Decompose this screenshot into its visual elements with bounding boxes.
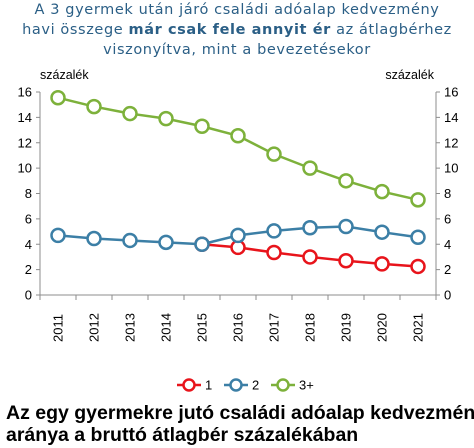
header-line-2: havi összege már csak fele annyit ér az … <box>0 20 474 40</box>
data-point <box>410 229 426 246</box>
x-tick-label: 2021 <box>411 313 426 342</box>
data-point <box>50 227 66 244</box>
data-point <box>410 258 426 275</box>
legend-marker-2 <box>229 378 243 392</box>
data-point <box>338 252 354 269</box>
caption-line-2: aránya a bruttó átlagbér százalékában <box>6 424 359 446</box>
data-point <box>374 183 390 200</box>
legend-label-1: 1 <box>205 378 212 393</box>
series-2 <box>50 218 426 252</box>
y-tick-label-left: 10 <box>18 161 32 176</box>
header-line-2-bold: már csak fele annyit ér <box>128 22 331 38</box>
y-tick-label-right: 0 <box>444 288 451 303</box>
header-line-2-pre: havi összege <box>22 22 129 38</box>
header-line-2-post: az átlagbérhez <box>330 22 452 38</box>
y-tick-label-left: 0 <box>25 288 32 303</box>
y-tick-label-right: 16 <box>444 85 458 100</box>
header-line-1: A 3 gyermek után járó családi adóalap ke… <box>34 2 440 18</box>
y-tick-label-right: 12 <box>444 135 458 150</box>
data-point <box>374 224 390 240</box>
data-point <box>122 232 138 249</box>
x-tick-label: 2015 <box>195 313 210 342</box>
y-tick-label-left: 16 <box>18 85 32 100</box>
y-tick-label-right: 8 <box>444 186 451 201</box>
y-axis-label-right: százalék <box>385 68 434 82</box>
x-tick-label: 2018 <box>303 313 318 342</box>
data-point <box>374 256 390 272</box>
header-line-3: viszonyítva, mint a bevezetésekor <box>103 42 371 58</box>
x-tick-label: 2013 <box>123 313 138 342</box>
y-tick-label-left: 8 <box>25 186 32 201</box>
y-tick-label-right: 2 <box>444 262 451 277</box>
data-point <box>302 160 318 176</box>
data-point <box>302 220 318 236</box>
x-tick-label: 2012 <box>87 313 102 342</box>
legend-label-2: 2 <box>252 378 259 393</box>
y-tick-label-right: 10 <box>444 161 458 176</box>
caption-line-1: Az egy gyermekre jutó családi adóalap ke… <box>6 402 474 424</box>
y-tick-label-left: 2 <box>25 262 32 277</box>
data-point <box>194 118 210 135</box>
x-tick-label: 2016 <box>231 313 246 342</box>
data-point <box>50 89 66 106</box>
x-tick-label: 2017 <box>267 313 282 342</box>
data-point <box>302 249 318 265</box>
series-1 <box>194 236 426 275</box>
legend-label-3: 3+ <box>299 378 314 393</box>
x-tick-label: 2014 <box>159 313 174 342</box>
y-tick-label-right: 6 <box>444 211 451 226</box>
y-tick-label-left: 12 <box>18 135 32 150</box>
data-point <box>266 146 282 162</box>
data-point <box>230 227 246 244</box>
data-point <box>410 192 426 208</box>
data-point <box>194 236 210 252</box>
legend-marker-1 <box>182 378 196 392</box>
data-point <box>122 105 138 122</box>
data-point <box>86 98 102 115</box>
data-point <box>266 223 282 239</box>
y-tick-label-left: 4 <box>25 237 32 252</box>
chart-caption: Az egy gyermekre jutó családi adóalap ke… <box>6 402 474 446</box>
data-point <box>338 173 354 189</box>
x-tick-label: 2011 <box>51 314 66 342</box>
y-axis-label-left: százalék <box>40 68 89 82</box>
series-line-3 <box>57 96 419 202</box>
y-tick-label-left: 6 <box>25 211 32 226</box>
series-3 <box>50 89 426 208</box>
data-point <box>266 244 282 261</box>
data-point <box>230 128 246 144</box>
chart-header: A 3 gyermek után járó családi adóalap ke… <box>0 0 474 60</box>
y-tick-label-left: 14 <box>18 110 32 125</box>
y-tick-label-right: 14 <box>444 110 458 125</box>
legend-marker-3 <box>276 378 290 392</box>
data-point <box>86 230 102 247</box>
data-point <box>158 110 174 127</box>
x-tick-label: 2020 <box>375 313 390 342</box>
data-point <box>338 218 354 235</box>
x-tick-label: 2019 <box>339 313 354 342</box>
data-point <box>158 234 174 251</box>
y-tick-label-right: 4 <box>444 237 451 252</box>
